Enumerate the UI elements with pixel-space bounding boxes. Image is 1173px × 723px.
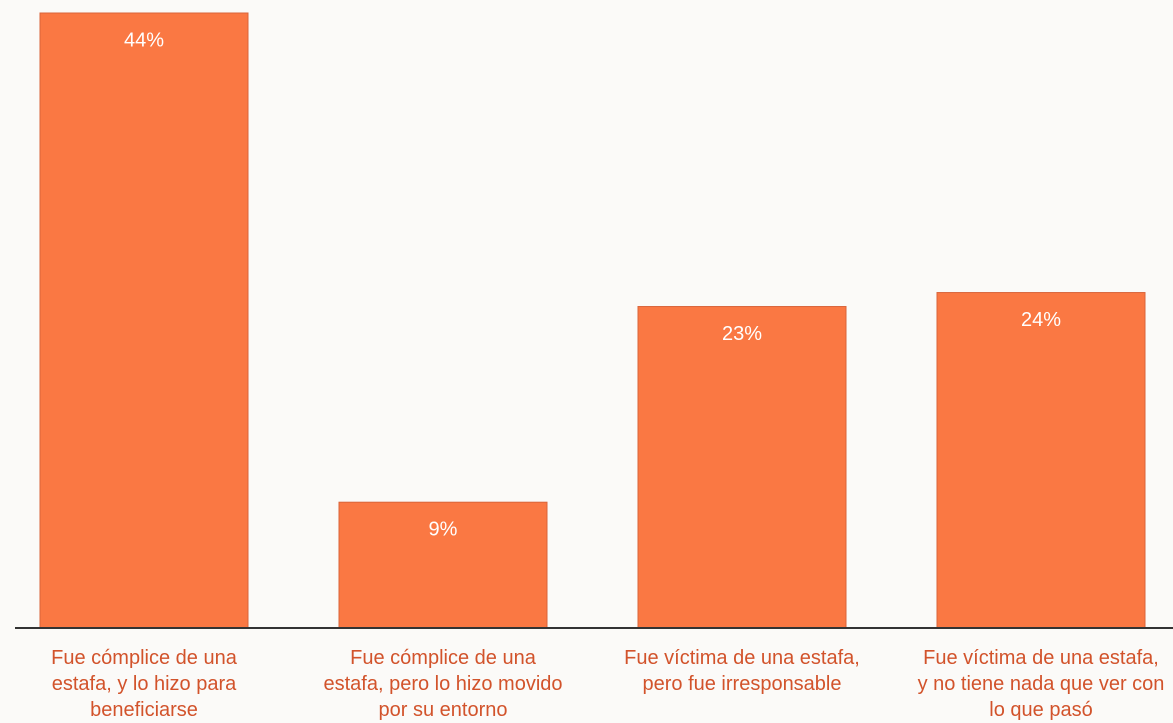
value-label: 44% <box>124 29 164 51</box>
bar <box>637 306 847 629</box>
bar <box>936 292 1146 629</box>
x-tick-label: Fue víctima de una estafa, y no tiene na… <box>917 647 1165 721</box>
x-tick-label: Fue víctima de una estafa, pero fue irre… <box>624 647 860 695</box>
bar <box>39 12 249 629</box>
value-label: 23% <box>722 323 762 345</box>
value-label: 9% <box>429 518 458 540</box>
x-tick-label: Fue cómplice de una estafa, y lo hizo pa… <box>51 647 237 721</box>
bar <box>338 501 548 629</box>
value-label: 24% <box>1021 309 1061 331</box>
x-tick-label: Fue cómplice de una estafa, pero lo hizo… <box>323 647 563 721</box>
